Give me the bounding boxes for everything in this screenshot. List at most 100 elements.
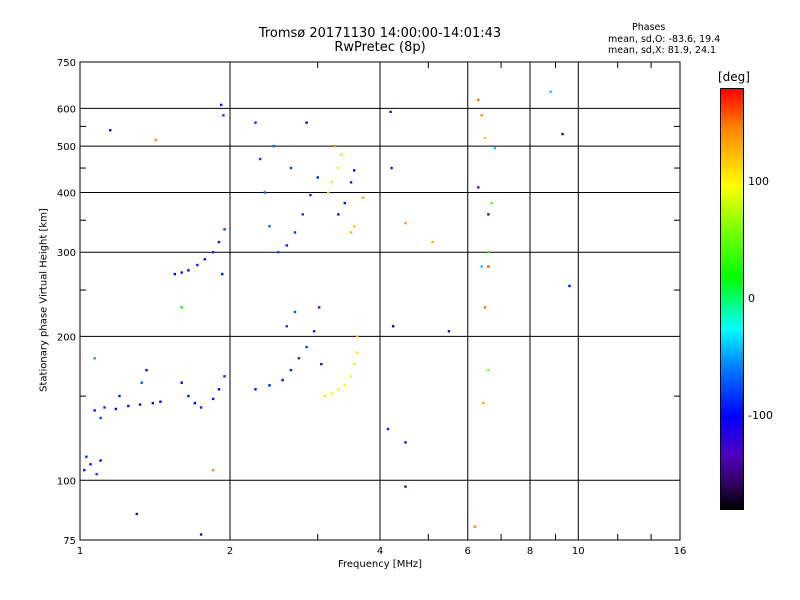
data-point [337,213,340,216]
data-point [480,265,483,268]
data-point [293,231,297,234]
data-point [285,325,288,328]
data-point [85,455,88,458]
chart-title: Tromsø 20171130 14:00:00-14:01:43 [258,26,502,41]
data-point [490,201,493,205]
data-point [203,258,206,261]
data-point [361,196,365,199]
data-point [317,306,321,309]
data-point [93,357,96,360]
data-point [99,416,102,420]
data-point [259,157,262,161]
data-point [222,114,225,117]
x-tick-label: 8 [527,546,533,557]
x-tick-label: 16 [674,546,687,557]
data-point [549,90,552,93]
data-point [223,228,226,231]
data-point [211,397,215,401]
data-point [404,222,407,225]
data-point [483,306,487,309]
data-point [323,394,327,398]
data-point [316,176,319,179]
y-axis-label: Stationary phase Virtual Height [km] [38,208,50,392]
data-point [487,368,490,372]
data-point [389,110,392,114]
data-point [349,181,353,184]
y-tick-label: 750 [57,58,76,69]
data-point [343,201,347,205]
data-point [93,409,96,412]
data-point [320,362,323,366]
data-point [140,381,143,384]
phase-o-stats: mean, sd,O: -83.6, 19.4 [608,34,721,45]
data-point [568,284,571,288]
phase-colorbar [720,88,744,510]
y-tick-label: 500 [57,142,76,153]
data-point [297,357,301,360]
data-point [95,472,98,476]
data-point [180,271,183,274]
data-point [309,193,312,197]
x-axis-label: Frequency [MHz] [337,559,423,570]
data-point [89,463,92,466]
data-point [187,269,190,272]
data-point [193,401,197,405]
data-point [268,384,271,387]
data-point [330,181,333,184]
data-point [83,468,86,472]
data-point [355,351,359,354]
data-point [99,459,102,462]
data-point [391,325,395,328]
data-point [404,485,407,488]
data-point [561,132,564,136]
data-point [138,403,142,406]
x-tick-label: 10 [572,546,585,557]
data-point [217,240,221,244]
y-tick-label: 600 [57,104,76,115]
chart-subtitle: RwPretec (8p) [334,40,426,55]
phases-heading: Phases [632,22,666,33]
phase-x-stats: mean, sd,X: 81.9, 24.1 [608,45,717,56]
data-point [477,98,480,102]
data-point [180,381,183,384]
data-point [487,251,490,254]
data-point [349,231,353,234]
data-point [343,384,347,387]
data-point [327,191,330,194]
data-point [301,213,305,216]
data-point [493,147,497,150]
data-point [187,394,190,398]
y-tick-label: 100 [57,476,76,487]
y-tick-label: 75 [63,536,76,547]
data-point [219,103,223,107]
data-point [196,263,199,267]
data-point [154,138,158,142]
plot-frame [79,61,681,541]
x-tick-label: 4 [377,546,383,557]
y-tick-label: 200 [57,332,76,343]
data-point [305,345,308,349]
data-point [199,533,203,536]
data-point [337,166,340,170]
data-point [281,378,284,382]
data-point [349,375,353,378]
data-point [386,427,390,431]
data-point [289,368,293,372]
data-point [254,121,257,124]
colorbar-tick-label: -100 [748,409,773,423]
data-point [482,401,485,405]
data-point [221,272,224,276]
y-tick-label: 300 [57,248,76,259]
data-point [159,400,162,403]
data-point [333,144,337,148]
colorbar-unit-label: [deg] [718,70,750,84]
data-point [272,144,276,148]
data-point [277,251,280,254]
data-point [352,362,356,366]
data-point [337,388,340,391]
data-point [145,368,148,372]
x-tick-label: 6 [465,546,471,557]
data-point [473,525,477,528]
data-point [447,330,451,333]
data-point [305,121,308,124]
